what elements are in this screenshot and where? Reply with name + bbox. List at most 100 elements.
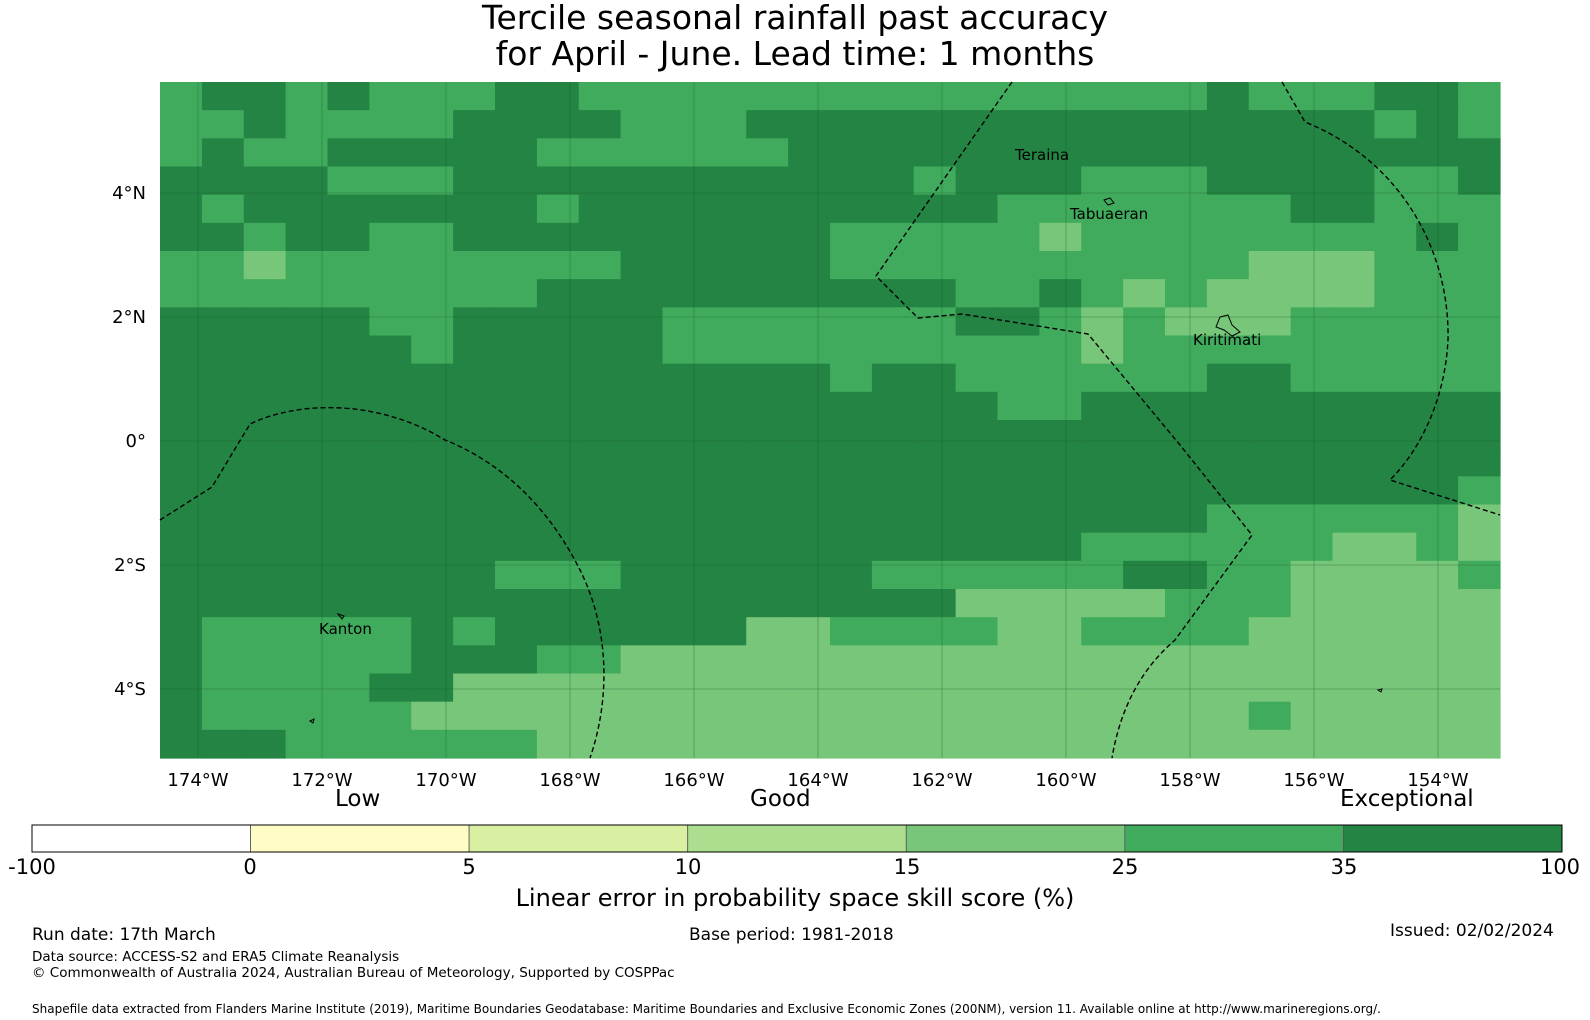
grid-cell bbox=[1081, 476, 1124, 506]
grid-cell bbox=[1081, 448, 1124, 477]
grid-cell bbox=[369, 138, 412, 168]
grid-cell bbox=[578, 166, 622, 196]
grid-cell bbox=[913, 420, 957, 449]
grid-cell bbox=[327, 448, 370, 477]
grid-cell bbox=[997, 560, 1040, 590]
grid-cell bbox=[1416, 222, 1459, 252]
grid-cell bbox=[1206, 138, 1250, 168]
grid-cell bbox=[1248, 279, 1292, 308]
grid-cell bbox=[662, 532, 705, 562]
grid-cell bbox=[746, 673, 789, 703]
map-title-line1: Tercile seasonal rainfall past accuracy bbox=[481, 0, 1109, 37]
grid-cell bbox=[201, 476, 245, 506]
grid-cell bbox=[1081, 645, 1124, 675]
grid-cell bbox=[160, 307, 203, 337]
grid-cell bbox=[620, 251, 664, 280]
grid-cell bbox=[788, 617, 831, 646]
grid-cell bbox=[913, 279, 957, 308]
skill-grid bbox=[160, 82, 1501, 759]
grid-cell bbox=[1458, 504, 1501, 534]
grid-cell bbox=[913, 335, 957, 365]
grid-cell bbox=[453, 589, 496, 618]
grid-cell bbox=[411, 589, 454, 618]
grid-cell bbox=[704, 673, 747, 703]
grid-cell bbox=[830, 82, 873, 111]
grid-cell bbox=[495, 222, 538, 252]
grid-cell bbox=[871, 673, 915, 703]
colorbar-segment bbox=[468, 824, 689, 853]
grid-cell bbox=[871, 589, 915, 618]
grid-cell bbox=[913, 307, 957, 337]
grid-cell bbox=[411, 476, 454, 506]
grid-cell bbox=[1123, 110, 1166, 139]
grid-cell bbox=[913, 701, 957, 731]
grid-cell bbox=[201, 335, 245, 365]
grid-cell bbox=[788, 673, 831, 703]
grid-cell bbox=[620, 420, 664, 449]
grid-cell bbox=[285, 222, 329, 252]
grid-cell bbox=[662, 279, 705, 308]
grid-cell bbox=[1248, 138, 1292, 168]
grid-cell bbox=[453, 701, 496, 731]
grid-cell bbox=[243, 335, 287, 365]
grid-cell bbox=[536, 645, 580, 675]
grid-cell bbox=[369, 560, 412, 590]
grid-cell bbox=[1374, 645, 1417, 675]
grid-cell bbox=[788, 166, 831, 196]
grid-cell bbox=[411, 279, 454, 308]
grid-cell bbox=[285, 476, 329, 506]
grid-cell bbox=[1332, 82, 1375, 111]
longitude-labels: 174°W 172°W 170°W 168°W 166°W 164°W 162°W 160°W… bbox=[167, 770, 1468, 791]
grid-cell bbox=[1290, 279, 1334, 308]
grid-cell bbox=[369, 335, 412, 365]
grid-cell bbox=[955, 448, 999, 477]
grid-cell bbox=[1290, 335, 1334, 365]
grid-cell bbox=[662, 194, 705, 224]
grid-cell bbox=[327, 701, 370, 731]
longitude-label: 166°W bbox=[663, 770, 724, 791]
grid-cell bbox=[871, 279, 915, 308]
islands bbox=[309, 197, 1383, 724]
grid-cell bbox=[1290, 110, 1334, 139]
grid-cell bbox=[201, 645, 245, 675]
grid-cell bbox=[495, 138, 538, 168]
grid-cell bbox=[243, 420, 287, 449]
grid-cell bbox=[1081, 194, 1124, 224]
longitude-label: 160°W bbox=[1035, 770, 1096, 791]
grid-cell bbox=[453, 194, 496, 224]
grid-cell bbox=[411, 363, 454, 393]
grid-cell bbox=[1458, 448, 1501, 477]
grid-cell bbox=[1416, 279, 1459, 308]
grid-cell bbox=[1165, 110, 1208, 139]
grid-cell bbox=[913, 166, 957, 196]
grid-cell bbox=[243, 110, 287, 139]
grid-cell bbox=[327, 138, 370, 168]
grid-cell bbox=[620, 194, 664, 224]
grid-cell bbox=[285, 307, 329, 337]
grid-cell bbox=[913, 448, 957, 477]
grid-cell bbox=[830, 701, 873, 731]
grid-cell bbox=[830, 420, 873, 449]
grid-cell bbox=[1332, 222, 1375, 252]
grid-cell bbox=[1332, 251, 1375, 280]
grid-cell bbox=[536, 82, 580, 111]
grid-cell bbox=[1332, 335, 1375, 365]
grid-cell bbox=[327, 363, 370, 393]
grid-cell bbox=[1123, 448, 1166, 477]
grid-cell bbox=[871, 504, 915, 534]
grid-cell bbox=[997, 138, 1040, 168]
grid-cell bbox=[1290, 307, 1334, 337]
grid-cell bbox=[495, 335, 538, 365]
grid-cell bbox=[1248, 560, 1292, 590]
grid-cell bbox=[1206, 617, 1250, 646]
grid-cell bbox=[830, 560, 873, 590]
grid-cell bbox=[1416, 645, 1459, 675]
grid-cell bbox=[578, 138, 622, 168]
grid-cell bbox=[327, 222, 370, 252]
colorbar-segment bbox=[31, 824, 251, 853]
grid-cell bbox=[997, 110, 1040, 139]
grid-cell bbox=[453, 476, 496, 506]
grid-cell bbox=[1165, 673, 1208, 703]
grid-cell bbox=[201, 701, 245, 731]
grid-cell bbox=[1039, 701, 1082, 731]
